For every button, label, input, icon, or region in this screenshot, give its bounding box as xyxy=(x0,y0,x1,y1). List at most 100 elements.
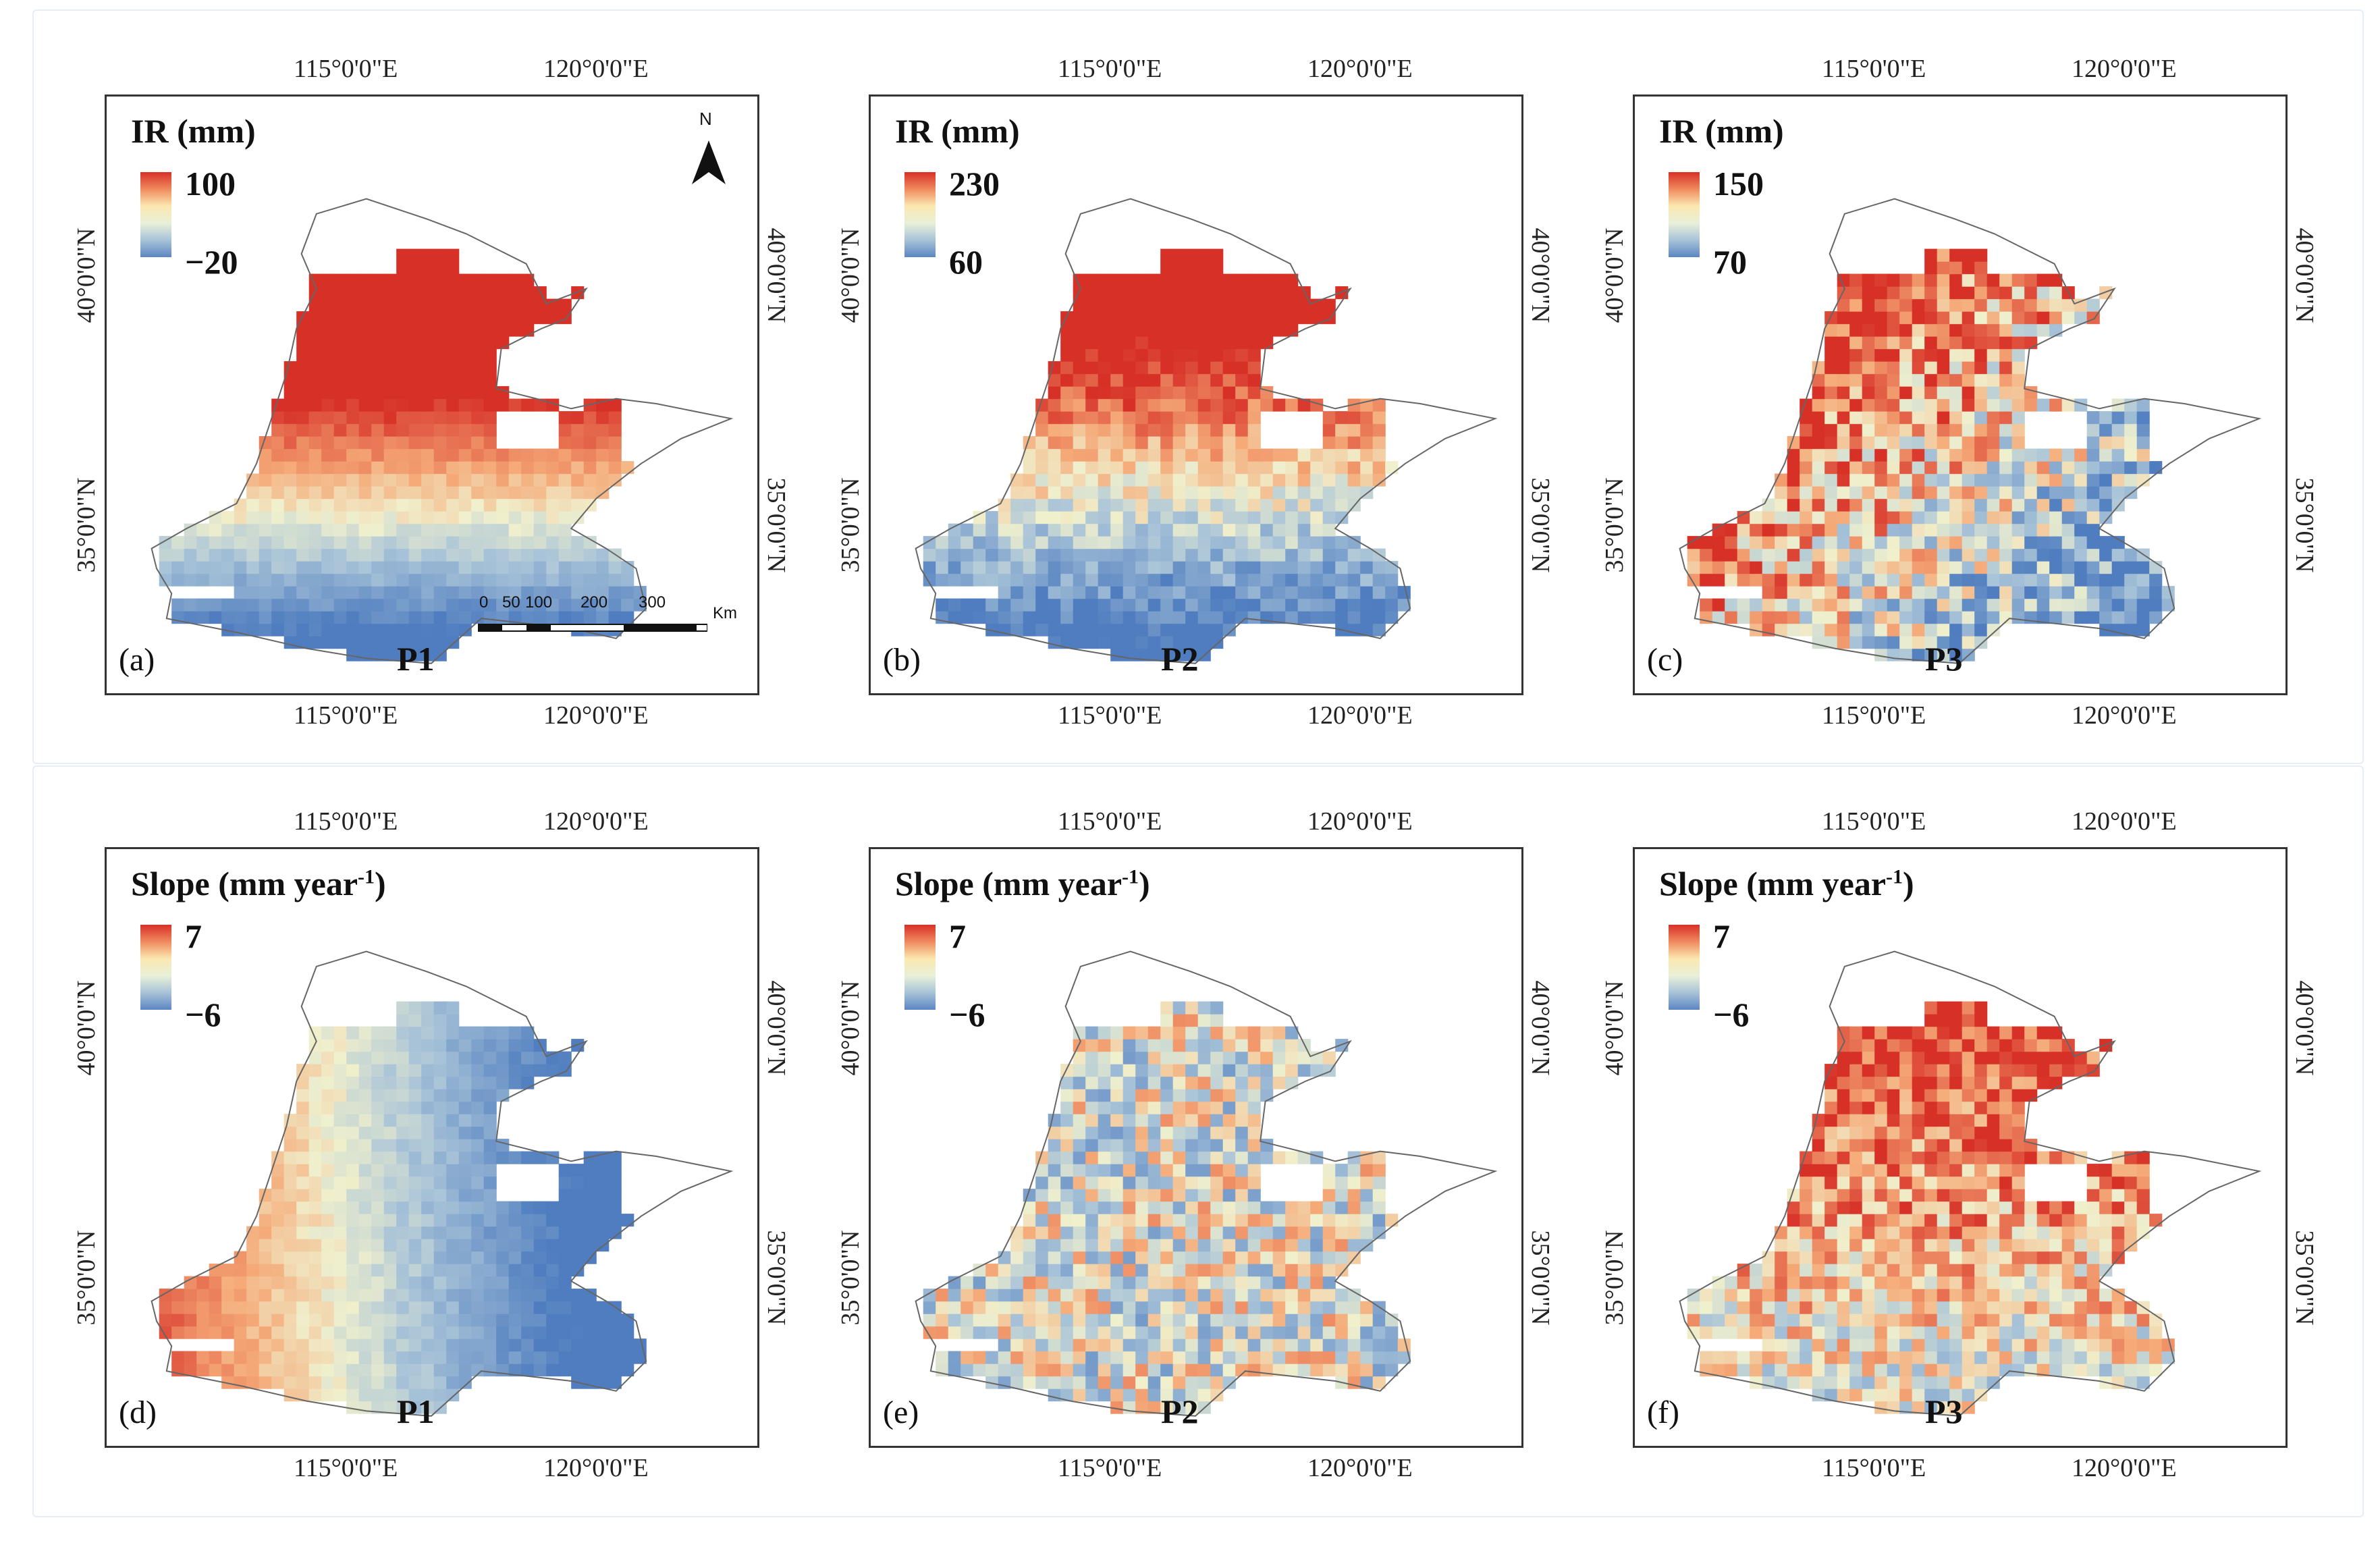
raster-cell xyxy=(2061,1201,2075,1214)
longitude-tick-bottom: 115°0'0"E xyxy=(1822,701,1926,730)
raster-cell xyxy=(1098,1363,1111,1377)
raster-cell xyxy=(1172,1264,1186,1277)
map-panel-c: IR (mm) 150 70 (c) P3 xyxy=(1633,94,2288,695)
raster-cell xyxy=(1824,423,1838,437)
raster-cell xyxy=(1899,348,1913,362)
raster-cell xyxy=(1887,473,1900,487)
raster-cell xyxy=(421,1214,435,1227)
raster-cell xyxy=(1048,523,1061,537)
raster-cell xyxy=(1048,1239,1061,1252)
raster-cell xyxy=(1197,1351,1211,1364)
raster-cell xyxy=(1397,598,1411,612)
raster-cell xyxy=(1098,323,1111,337)
raster-cell xyxy=(2024,311,2038,325)
raster-cell xyxy=(1712,523,1725,537)
raster-cell xyxy=(496,1201,510,1214)
raster-cell xyxy=(1235,1276,1249,1289)
raster-cell xyxy=(383,1064,397,1077)
raster-cell xyxy=(948,1314,961,1327)
latitude-tick-right: 35°0'0"N xyxy=(1526,477,1554,573)
raster-cell xyxy=(1160,1201,1174,1214)
raster-cell xyxy=(171,1301,185,1314)
raster-cell xyxy=(1272,286,1286,300)
raster-cell xyxy=(483,1064,497,1077)
raster-cell xyxy=(1949,1388,1963,1402)
raster-cell xyxy=(1849,1251,1863,1264)
raster-cell xyxy=(1235,1289,1249,1302)
raster-cell xyxy=(496,1276,510,1289)
raster-cell xyxy=(1098,486,1111,499)
raster-cell xyxy=(446,1114,460,1127)
raster-cell xyxy=(458,536,472,549)
raster-cell xyxy=(1222,286,1236,300)
raster-cell xyxy=(1986,1189,2000,1202)
raster-cell xyxy=(1937,1264,1950,1277)
raster-cell xyxy=(433,1301,447,1314)
raster-cell xyxy=(1185,348,1199,362)
raster-cell xyxy=(608,423,622,437)
raster-cell xyxy=(1110,473,1124,487)
raster-cell xyxy=(308,1039,322,1052)
raster-cell xyxy=(421,1376,435,1389)
raster-cell xyxy=(383,473,397,487)
raster-cell xyxy=(1899,1276,1913,1289)
raster-cell xyxy=(1335,511,1349,524)
raster-cell xyxy=(2099,1289,2113,1302)
raster-cell xyxy=(1235,1064,1249,1077)
raster-cell xyxy=(1123,636,1136,649)
raster-cell xyxy=(1110,311,1124,325)
raster-cell xyxy=(1775,1289,1788,1302)
raster-cell xyxy=(1222,361,1236,375)
raster-cell xyxy=(1924,1314,1938,1327)
raster-cell xyxy=(2011,273,2025,287)
raster-cell xyxy=(396,1314,410,1327)
raster-cell xyxy=(1912,298,1925,312)
raster-cell xyxy=(308,1176,322,1189)
raster-cell xyxy=(1986,561,2000,574)
raster-cell xyxy=(1750,1351,1763,1364)
raster-cell xyxy=(271,1264,285,1277)
raster-cell xyxy=(1800,436,1813,450)
raster-cell xyxy=(1060,1101,1074,1114)
raster-cell xyxy=(1172,548,1186,562)
raster-cell xyxy=(1035,1351,1049,1364)
raster-cell xyxy=(571,573,585,587)
raster-cell xyxy=(184,1326,197,1339)
raster-cell xyxy=(2136,436,2150,450)
raster-cell xyxy=(371,1301,385,1314)
raster-cell xyxy=(1837,286,1850,300)
legend-min-value: −6 xyxy=(1713,996,1750,1033)
raster-cell xyxy=(1197,1363,1211,1377)
raster-cell xyxy=(184,1351,197,1364)
raster-cell xyxy=(1999,336,2013,350)
raster-cell xyxy=(1110,423,1124,437)
raster-cell xyxy=(1123,1401,1136,1414)
raster-cell xyxy=(1874,386,1888,400)
raster-cell xyxy=(558,598,572,612)
raster-cell xyxy=(2011,1251,2025,1264)
raster-cell xyxy=(471,523,485,537)
raster-cell xyxy=(358,548,372,562)
raster-cell xyxy=(1147,1339,1161,1352)
raster-cell xyxy=(1048,1326,1061,1339)
raster-cell xyxy=(1974,511,1988,524)
raster-cell xyxy=(1197,1101,1211,1114)
raster-cell xyxy=(2099,573,2113,587)
raster-cell xyxy=(1073,1076,1086,1089)
raster-cell xyxy=(1210,1176,1224,1189)
raster-cell xyxy=(1147,461,1161,475)
raster-cell xyxy=(458,573,472,587)
raster-cell xyxy=(1160,536,1174,549)
raster-cell xyxy=(1073,1339,1086,1352)
raster-cell xyxy=(1185,1089,1199,1102)
raster-cell xyxy=(1962,1176,1975,1189)
raster-cell xyxy=(1712,536,1725,549)
raster-cell xyxy=(358,1026,372,1039)
raster-cell xyxy=(2086,1351,2100,1364)
raster-cell xyxy=(1974,1351,1988,1364)
raster-cell xyxy=(1185,1001,1199,1015)
raster-cell xyxy=(283,1276,297,1289)
raster-cell xyxy=(446,1276,460,1289)
raster-cell xyxy=(1937,1101,1950,1114)
raster-cell xyxy=(2011,1051,2025,1064)
